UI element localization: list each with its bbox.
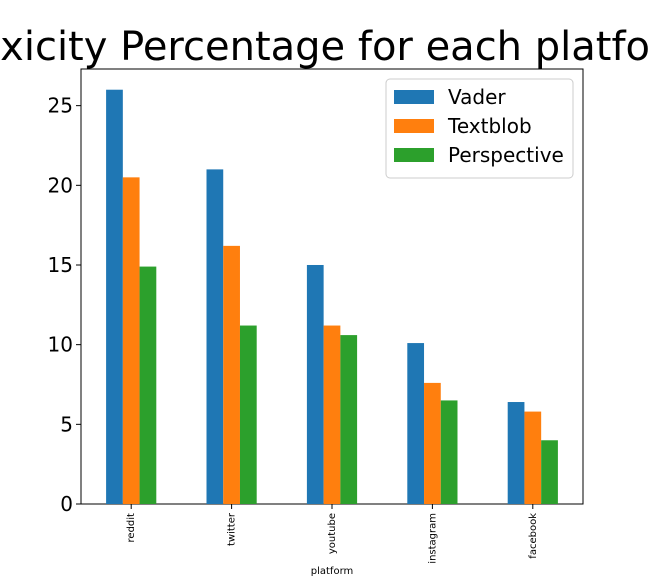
y-tick-label: 25 bbox=[48, 94, 73, 118]
legend-label-vader: Vader bbox=[448, 85, 506, 109]
bar-facebook-perspective bbox=[541, 440, 558, 504]
bar-twitter-textblob bbox=[223, 245, 240, 504]
bar-youtube-textblob bbox=[323, 325, 341, 504]
y-tick-label: 15 bbox=[48, 253, 73, 277]
y-axis: 0 5 10 15 20 25 bbox=[48, 94, 81, 516]
bar-reddit-perspective bbox=[139, 266, 157, 504]
bar-instagram-vader bbox=[407, 343, 425, 504]
x-axis-label: platform bbox=[311, 566, 354, 576]
bar-twitter-vader bbox=[206, 169, 224, 504]
bar-facebook-vader bbox=[507, 402, 525, 504]
x-tick-label-twitter: twitter bbox=[227, 512, 238, 546]
legend-swatch-perspective bbox=[394, 148, 434, 162]
legend-label-perspective: Perspective bbox=[448, 143, 564, 167]
x-axis: reddit twitter youtube instagram facebook bbox=[126, 504, 539, 564]
chart-title: Toxicity Percentage for each platform bbox=[0, 24, 648, 70]
bar-youtube-perspective bbox=[340, 335, 358, 504]
bar-facebook-textblob bbox=[524, 411, 542, 504]
bars bbox=[106, 89, 558, 504]
bar-instagram-perspective bbox=[440, 400, 458, 504]
bar-twitter-perspective bbox=[239, 325, 257, 504]
legend-swatch-textblob bbox=[394, 119, 434, 133]
x-tick-label-reddit: reddit bbox=[126, 513, 137, 543]
legend: Vader Textblob Perspective bbox=[385, 78, 574, 179]
legend-swatch-vader bbox=[394, 90, 434, 104]
x-tick-label-facebook: facebook bbox=[528, 513, 539, 559]
bar-youtube-vader bbox=[306, 264, 324, 504]
legend-label-textblob: Textblob bbox=[447, 114, 532, 138]
bar-reddit-vader bbox=[106, 89, 123, 504]
y-tick-label: 10 bbox=[48, 333, 73, 357]
bar-reddit-textblob bbox=[122, 177, 140, 504]
x-tick-label-youtube: youtube bbox=[327, 513, 338, 554]
y-tick-label: 20 bbox=[48, 173, 73, 197]
bar-instagram-textblob bbox=[424, 382, 441, 504]
y-tick-label: 0 bbox=[60, 492, 73, 516]
y-tick-label: 5 bbox=[60, 412, 73, 436]
x-tick-label-instagram: instagram bbox=[427, 513, 438, 564]
